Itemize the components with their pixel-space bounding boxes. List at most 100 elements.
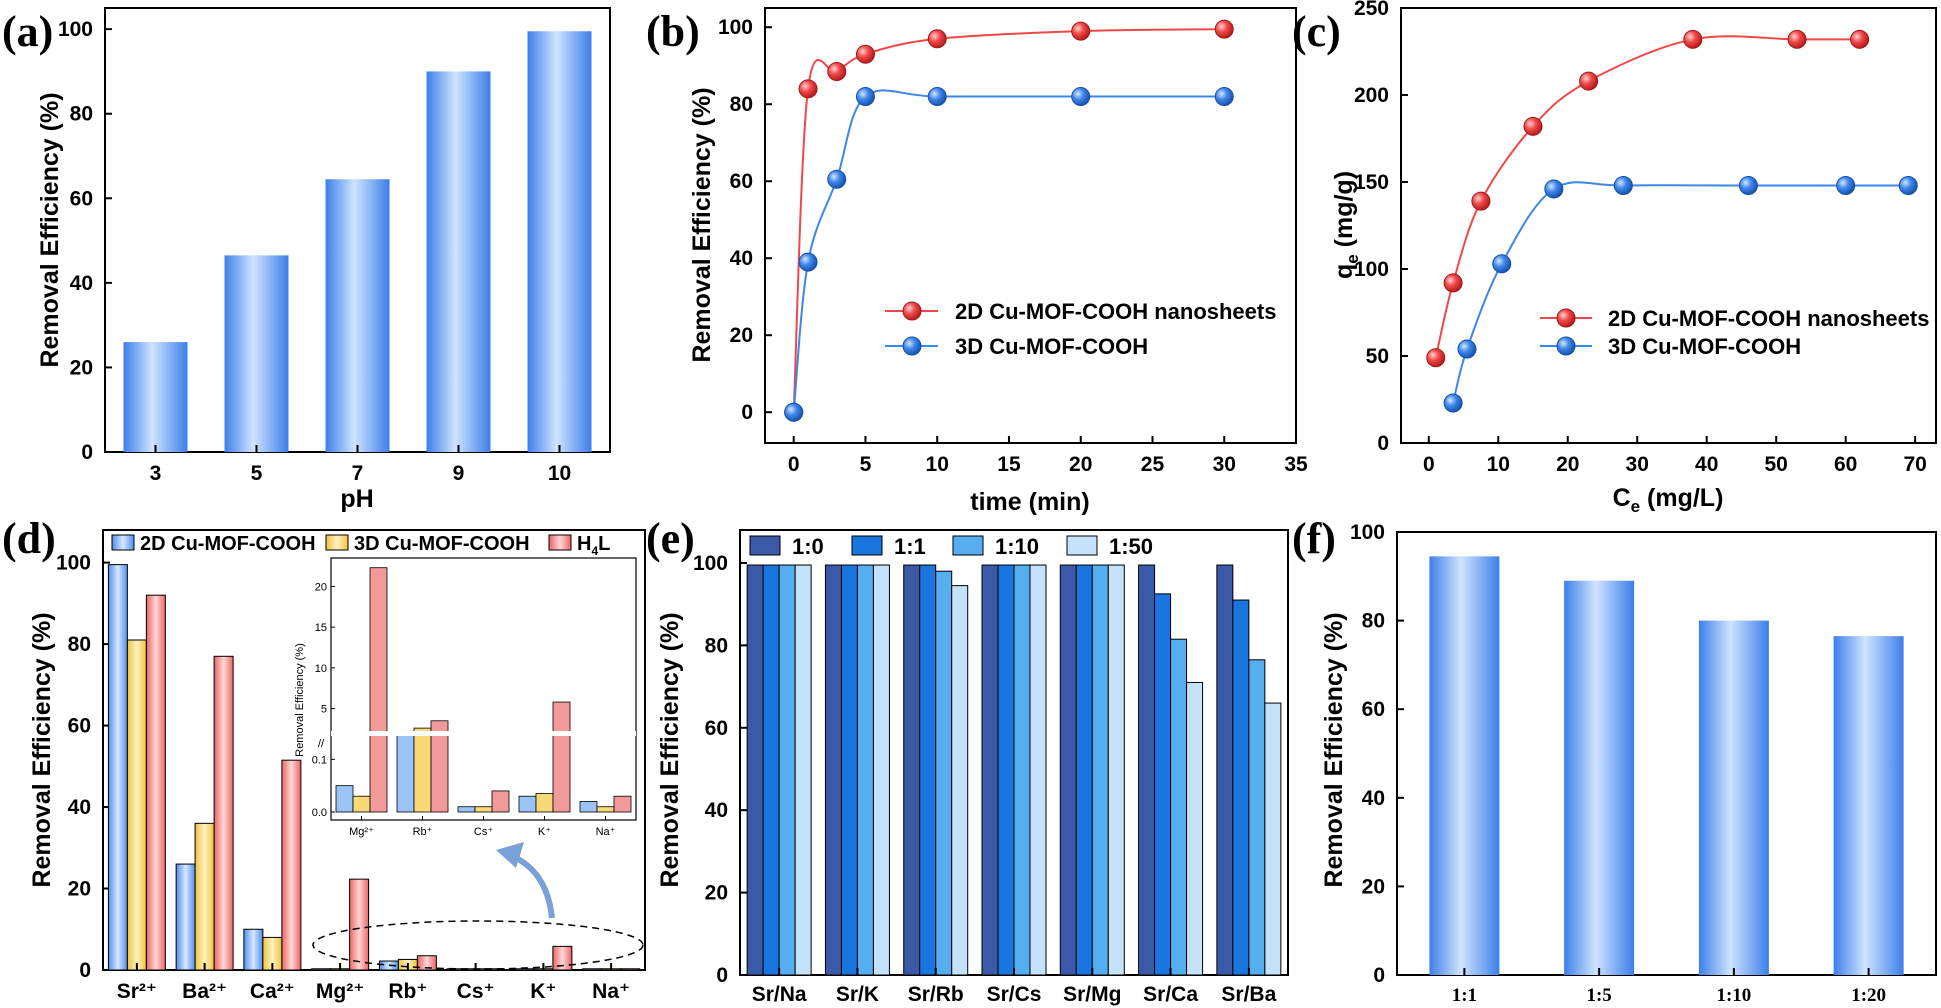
- bar: [349, 878, 370, 971]
- data-point: [1613, 175, 1633, 195]
- inset-arrow-head: [496, 842, 524, 868]
- bar: [527, 31, 592, 453]
- bar: [620, 968, 641, 971]
- inset-bar: [552, 701, 571, 813]
- y-tick-label: 40: [705, 799, 728, 822]
- data-point: [927, 87, 947, 107]
- x-tick-label: 3: [150, 462, 162, 485]
- panel-label-a: (a): [2, 7, 53, 56]
- inset-bar: [369, 567, 388, 813]
- panel-c-xlabel: Ce (mg/L): [1613, 484, 1724, 516]
- bar: [1091, 564, 1109, 976]
- panel-c-frame: [1400, 7, 1937, 444]
- y-tick-label: 50: [1366, 345, 1389, 368]
- bar: [762, 564, 780, 976]
- panel-b-legend-label-1: 2D Cu-MOF-COOH nanosheets: [955, 299, 1276, 324]
- inset-y-tick-label: 15: [315, 622, 327, 634]
- bar: [281, 759, 302, 971]
- series-line: [1434, 35, 1860, 358]
- bar: [1138, 564, 1156, 976]
- legend-marker-blue: [1556, 336, 1576, 356]
- panel-c-plot: 0 50 100 150 200 250 0 10 20 30 40 50 60 70: [1354, 0, 1927, 476]
- bar: [981, 564, 999, 976]
- panel-d-ylabel: Removal Efficiency (%): [28, 612, 56, 887]
- y-tick-label: 60: [70, 187, 93, 210]
- x-tick-label: 35: [1284, 453, 1308, 476]
- panel-a-ylabel: Removal Efficiency (%): [36, 92, 64, 367]
- y-tick-label: 80: [1362, 610, 1385, 633]
- bar: [856, 564, 874, 976]
- x-tick-label: 0: [788, 453, 800, 476]
- x-tick-label: Na⁺: [592, 980, 630, 1003]
- inset-bar: [474, 806, 493, 813]
- y-tick-label: 80: [70, 103, 93, 126]
- x-tick-label: 60: [1834, 453, 1857, 476]
- inset-ylabel: Removal Efficiency (%): [294, 643, 306, 757]
- bar: [416, 955, 437, 971]
- legend-marker-blue: [902, 336, 922, 356]
- panel-e-legend: 1:0 1:1 1:10 1:50: [749, 534, 1153, 559]
- x-tick-label: Sr/Mg: [1063, 983, 1121, 1006]
- panel-e-legend-label-3: 1:10: [995, 534, 1039, 559]
- bar: [145, 594, 166, 971]
- data-point: [1443, 393, 1463, 413]
- x-tick-label: 70: [1903, 453, 1926, 476]
- x-tick-label: Sr²⁺: [117, 980, 157, 1003]
- bar: [1264, 702, 1282, 976]
- y-tick-label: 100: [56, 552, 91, 575]
- y-tick-label: 60: [705, 717, 728, 740]
- y-tick-label: 100: [58, 18, 93, 41]
- inset-arrow: [510, 853, 555, 919]
- x-tick-label: 15: [997, 453, 1021, 476]
- y-tick-label: 20: [68, 878, 91, 901]
- y-tick-label: 0: [741, 401, 753, 424]
- x-tick-label: Rb⁺: [388, 980, 427, 1003]
- bar: [919, 564, 937, 976]
- bar: [1075, 564, 1093, 976]
- inset-x-tick-label: Cs⁺: [474, 826, 493, 838]
- inset-bar: [396, 730, 415, 813]
- bar: [1029, 564, 1047, 976]
- panel-c-legend-label-1: 2D Cu-MOF-COOH nanosheets: [1608, 306, 1929, 331]
- inset-bar: [596, 806, 615, 813]
- y-tick-label: 20: [705, 882, 728, 905]
- bar: [1216, 564, 1234, 976]
- data-point: [1683, 29, 1703, 49]
- panel-a-plot: 0 20 40 60 80 100 3 5 7 9 10: [58, 18, 592, 485]
- bar: [514, 968, 535, 971]
- x-tick-label: Sr/Rb: [908, 983, 964, 1006]
- x-tick-label: 20: [1556, 453, 1579, 476]
- inset-bar: [491, 790, 510, 813]
- bar: [794, 564, 812, 976]
- bar: [1833, 636, 1904, 975]
- bar: [872, 564, 890, 976]
- data-point: [827, 169, 847, 189]
- y-tick-label: 40: [1362, 787, 1385, 810]
- y-tick-label: 80: [705, 634, 728, 657]
- bar: [1186, 681, 1204, 976]
- bar: [778, 564, 796, 976]
- data-point: [927, 29, 947, 49]
- inset-y-tick-label: 10: [315, 663, 327, 675]
- bar: [1564, 580, 1635, 975]
- y-tick-label: 100: [1350, 521, 1385, 544]
- bar: [1154, 593, 1172, 976]
- bar: [1107, 564, 1125, 976]
- data-point: [855, 44, 875, 64]
- data-point: [1523, 116, 1543, 136]
- bar: [997, 564, 1015, 976]
- bar: [213, 655, 234, 971]
- inset-bar: [579, 801, 598, 813]
- bar: [126, 639, 147, 971]
- data-point: [1850, 29, 1870, 49]
- data-point: [855, 87, 875, 107]
- bar: [552, 945, 573, 971]
- y-tick-label: 0: [1373, 964, 1385, 987]
- x-tick-label: Sr/Na: [752, 983, 807, 1006]
- bar: [935, 570, 953, 976]
- panel-f-plot: 0 20 40 60 80 100 1:1 1:5 1:10 1:20: [1350, 521, 1904, 1006]
- x-tick-label: 1:10: [1716, 985, 1751, 1006]
- x-tick-label: 10: [1487, 453, 1510, 476]
- bar: [1013, 564, 1031, 976]
- data-point: [1836, 175, 1856, 195]
